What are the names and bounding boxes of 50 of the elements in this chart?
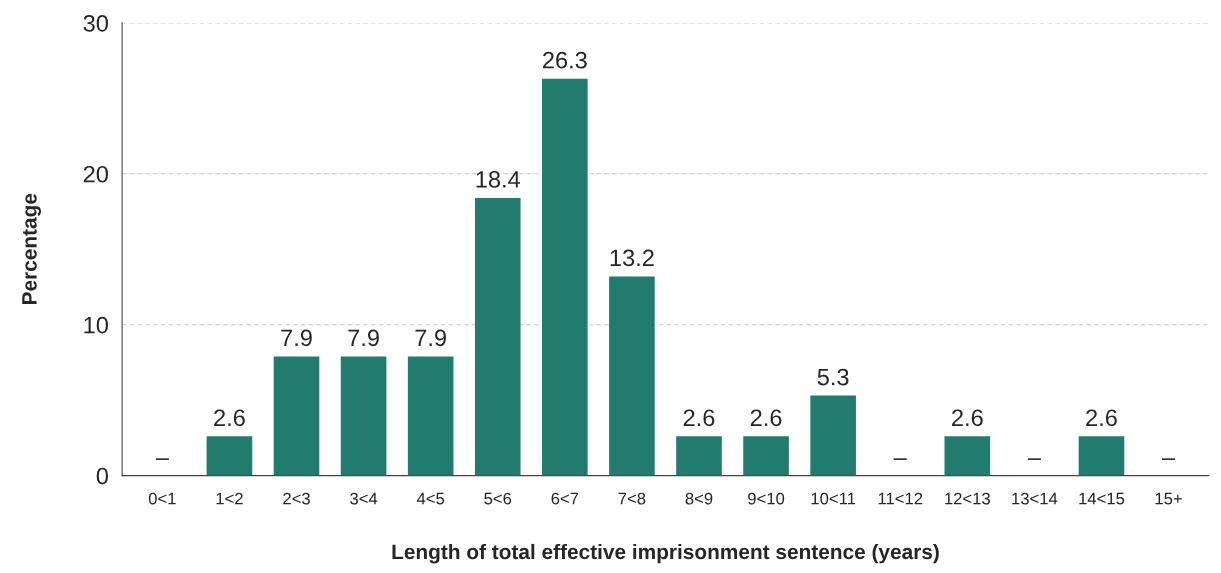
x-tick-label: 2<3	[283, 492, 310, 505]
y-tick-label: 20	[83, 165, 108, 183]
data-label: 7.9	[281, 329, 312, 347]
x-tick-label: 3<4	[350, 492, 378, 505]
y-tick-label: 10	[84, 316, 108, 334]
data-label: 2.6	[750, 409, 782, 427]
bar	[810, 395, 856, 476]
bar	[407, 356, 454, 476]
bar	[676, 436, 722, 476]
x-tick-label: 13<14	[1012, 492, 1058, 505]
x-tick-label: 8<9	[685, 492, 713, 505]
data-label: 26.3	[543, 51, 587, 69]
bar	[609, 276, 655, 476]
bar	[743, 436, 789, 476]
data-label: 2.6	[1086, 409, 1117, 427]
x-axis-title: Length of total effective imprisonment sentence (years)	[392, 543, 939, 564]
bar	[474, 197, 521, 476]
data-label: –	[1027, 458, 1041, 460]
data-label: 7.9	[348, 329, 379, 347]
x-tick-label: 6<7	[551, 492, 579, 505]
bar	[206, 436, 253, 476]
x-tick-label: 10<11	[811, 492, 856, 505]
bar	[944, 436, 991, 476]
data-label: 18.4	[476, 171, 521, 188]
data-label: 5.3	[817, 368, 849, 386]
bar	[273, 356, 320, 476]
data-label: 2.6	[214, 409, 245, 427]
x-tick-label: 12<13	[945, 492, 990, 505]
x-tick-label: 14<15	[1079, 492, 1125, 505]
bar	[340, 356, 387, 476]
data-label: –	[893, 458, 907, 460]
x-tick-label: 1<2	[216, 492, 243, 505]
x-tick-label: 0<1	[148, 492, 176, 505]
bar	[542, 78, 588, 476]
y-axis-title: Percentage	[22, 193, 41, 305]
data-label: 7.9	[415, 329, 446, 347]
x-tick-label: 15+	[1155, 492, 1182, 505]
x-tick-label: 9<10	[748, 492, 785, 505]
x-tick-label: 5<6	[484, 492, 512, 505]
y-tick-label: 30	[83, 14, 108, 32]
data-label: –	[1161, 458, 1176, 460]
x-tick-label: 7<8	[618, 492, 646, 505]
y-tick-label: 0	[96, 467, 108, 485]
bar	[1078, 436, 1125, 476]
data-label: –	[155, 458, 169, 460]
x-tick-label: 4<5	[416, 492, 445, 505]
data-label: 2.6	[952, 409, 983, 427]
x-tick-label: 11<12	[878, 492, 923, 505]
data-label: 2.6	[683, 409, 715, 427]
data-label: 13.2	[610, 249, 654, 267]
